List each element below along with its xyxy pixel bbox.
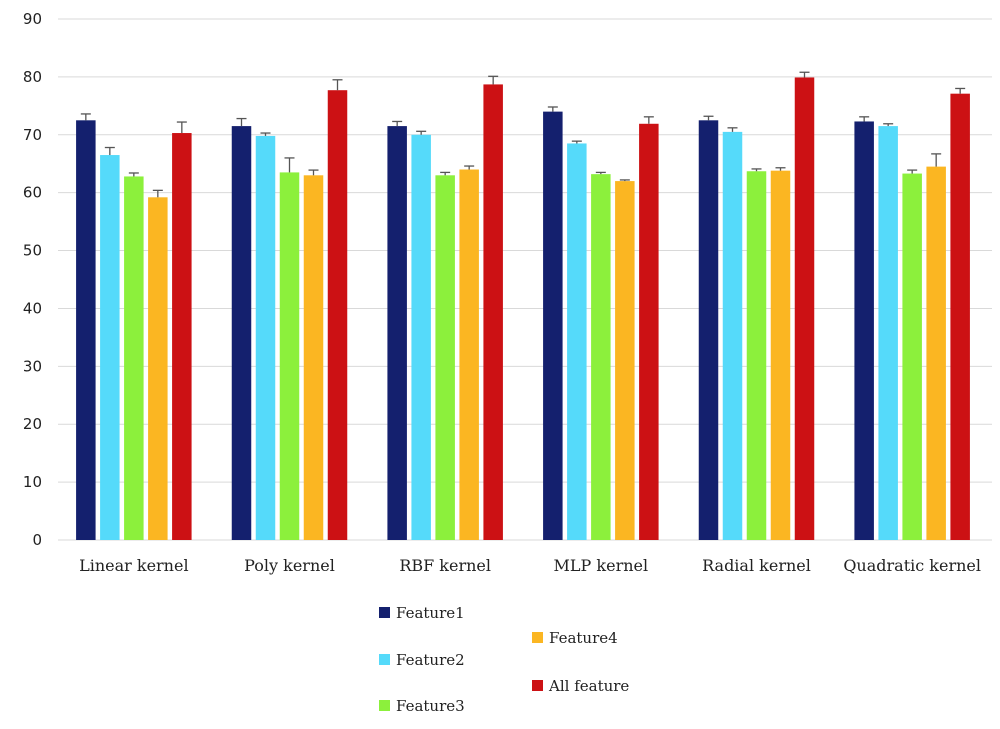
x-category-label-poly-kernel: Poly kernel [244, 556, 335, 575]
bar-feature4-quadratic-kernel [926, 166, 946, 540]
bars [76, 77, 970, 541]
bar-all-feature-mlp-kernel [639, 123, 659, 540]
legend-swatch-all-feature [532, 680, 543, 691]
bar-feature4-mlp-kernel [615, 181, 635, 541]
legend-swatch-feature4 [532, 632, 543, 643]
bar-feature4-radial-kernel [770, 170, 791, 540]
legend-swatch-feature1 [379, 607, 390, 618]
bar-feature3-poly-kernel [279, 172, 300, 540]
legend-label-feature3: Feature3 [396, 697, 465, 715]
legend-item-all-feature: All feature [532, 677, 629, 695]
legend-swatch-feature2 [379, 654, 390, 665]
gridlines [58, 18, 992, 541]
legend-label-feature2: Feature2 [396, 651, 465, 669]
bar-feature2-quadratic-kernel [878, 126, 898, 540]
legend-label-all-feature: All feature [548, 677, 629, 695]
bar-feature2-rbf-kernel [411, 134, 431, 540]
bar-feature3-rbf-kernel [435, 175, 455, 541]
y-tick-label: 50 [23, 242, 42, 260]
bar-all-feature-quadratic-kernel [950, 93, 970, 540]
x-category-label-mlp-kernel: MLP kernel [554, 556, 649, 575]
bar-feature2-poly-kernel [255, 135, 276, 541]
bar-all-feature-rbf-kernel [483, 84, 503, 541]
bar-feature3-linear-kernel [124, 176, 144, 541]
bar-all-feature-poly-kernel [327, 90, 348, 540]
y-tick-label: 20 [23, 415, 42, 433]
bar-feature1-radial-kernel [698, 120, 719, 541]
x-category-label-linear-kernel: Linear kernel [79, 556, 189, 575]
bar-feature1-poly-kernel [231, 126, 252, 540]
bar-feature1-rbf-kernel [387, 126, 407, 540]
y-tick-label: 70 [23, 126, 42, 144]
y-tick-label: 90 [23, 10, 42, 28]
bar-all-feature-linear-kernel [172, 133, 192, 540]
x-category-label-quadratic-kernel: Quadratic kernel [843, 556, 981, 575]
bar-feature4-poly-kernel [303, 175, 324, 541]
legend: Feature1 Feature2 Feature3 Feature4 All feat… [379, 604, 629, 715]
bar-all-feature-radial-kernel [794, 77, 815, 541]
bar-feature1-mlp-kernel [543, 111, 563, 540]
bar-feature2-mlp-kernel [567, 143, 587, 540]
legend-item-feature2: Feature2 [379, 651, 465, 669]
bar-feature4-rbf-kernel [459, 169, 479, 540]
y-tick-label: 10 [23, 473, 42, 491]
y-tick-label: 60 [23, 184, 42, 202]
legend-item-feature4: Feature4 [532, 629, 618, 647]
y-tick-label: 80 [23, 68, 42, 86]
bar-feature4-linear-kernel [148, 197, 168, 540]
legend-item-feature3: Feature3 [379, 697, 465, 715]
y-tick-label: 0 [32, 531, 42, 549]
error-bars [80, 71, 966, 198]
legend-label-feature1: Feature1 [396, 604, 465, 622]
legend-swatch-feature3 [379, 700, 390, 711]
y-tick-label: 30 [23, 357, 42, 375]
x-category-label-radial-kernel: Radial kernel [702, 556, 811, 575]
bar-feature2-linear-kernel [100, 155, 120, 541]
legend-label-feature4: Feature4 [549, 629, 618, 647]
y-axis-tick-labels: 0 10 20 30 40 50 60 70 80 90 [23, 10, 42, 549]
bar-feature1-linear-kernel [76, 120, 96, 541]
bar-feature3-quadratic-kernel [902, 173, 922, 540]
legend-item-feature1: Feature1 [379, 604, 465, 622]
y-tick-label: 40 [23, 299, 42, 317]
bar-feature2-radial-kernel [722, 131, 743, 540]
bar-feature1-quadratic-kernel [854, 121, 874, 541]
x-axis-category-labels: Linear kernel Poly kernel RBF kernel MLP ke… [79, 556, 981, 575]
bar-feature3-radial-kernel [746, 171, 767, 540]
bar-feature3-mlp-kernel [591, 174, 611, 541]
x-category-label-rbf-kernel: RBF kernel [399, 556, 491, 575]
